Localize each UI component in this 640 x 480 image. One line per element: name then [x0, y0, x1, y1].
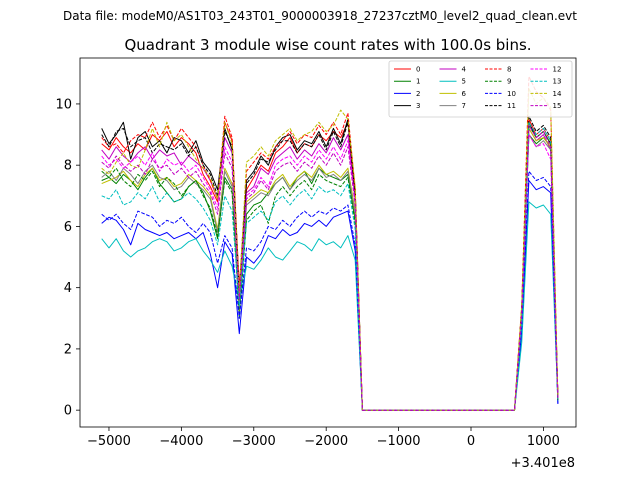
legend-item: 6 [439, 90, 467, 98]
legend-frame [388, 60, 573, 118]
legend-label: 7 [462, 102, 466, 110]
x-tick-label: −4000 [159, 434, 203, 449]
legend-label: 13 [553, 78, 562, 86]
axes-frame [79, 57, 577, 428]
y-axis: 0 2 4 6 8 10 [55, 97, 80, 419]
legend-label: 6 [462, 90, 467, 98]
x-tick-label: −2000 [304, 434, 348, 449]
x-tick-label: 1000 [527, 434, 560, 449]
y-tick-label: 4 [64, 281, 72, 296]
y-tick-label: 2 [64, 342, 72, 357]
y-tick-label: 8 [64, 159, 72, 174]
legend-item: 5 [439, 78, 466, 86]
legend-item: 15 [530, 102, 562, 110]
series-line-13 [101, 121, 559, 411]
legend-item: 4 [439, 66, 467, 74]
legend-item: 7 [439, 102, 466, 110]
legend-item: 0 [394, 66, 420, 74]
legend-item: 14 [530, 90, 562, 98]
legend-item: 10 [485, 90, 516, 98]
x-offset-label: +3.401e8 [511, 456, 575, 471]
legend-item: 1 [394, 78, 420, 86]
legend-label: 2 [416, 90, 420, 98]
legend-item: 12 [530, 66, 562, 74]
legend-item: 9 [485, 78, 511, 86]
legend-label: 5 [462, 78, 466, 86]
x-tick-label: −3000 [232, 434, 276, 449]
legend-label: 9 [507, 78, 511, 86]
suptitle: Data file: modeM0/AS1T03_243T01_90000039… [63, 9, 577, 23]
legend-label: 15 [553, 102, 562, 110]
legend-label: 3 [416, 102, 420, 110]
legend-item: 11 [485, 102, 516, 110]
y-tick-label: 6 [64, 220, 72, 235]
legend-label: 10 [507, 90, 516, 98]
y-tick-label: 0 [64, 404, 72, 419]
legend-item: 8 [485, 66, 511, 74]
x-axis: −5000 −4000 −3000 −2000 −1000 0 1000 [87, 427, 560, 449]
series-lines [101, 75, 559, 411]
x-tick-label: −5000 [87, 434, 131, 449]
plot-area [79, 57, 577, 428]
legend-label: 0 [416, 66, 420, 74]
legend-item: 2 [394, 90, 420, 98]
legend-item: 3 [394, 102, 420, 110]
series-line-9 [101, 124, 559, 411]
legend-label: 1 [416, 78, 420, 86]
legend-label: 14 [553, 90, 562, 98]
legend-label: 8 [507, 66, 511, 74]
series-line-10 [101, 170, 559, 411]
series-line-15 [101, 124, 559, 411]
x-tick-label: 0 [467, 434, 475, 449]
legend-label: 11 [507, 102, 516, 110]
y-tick-label: 10 [55, 97, 72, 112]
x-tick-label: −1000 [377, 434, 421, 449]
legend-label: 4 [462, 66, 467, 74]
chart-title: Quadrant 3 module wise count rates with … [124, 36, 531, 54]
legend-label: 12 [553, 66, 562, 74]
legend-item: 13 [530, 78, 562, 86]
